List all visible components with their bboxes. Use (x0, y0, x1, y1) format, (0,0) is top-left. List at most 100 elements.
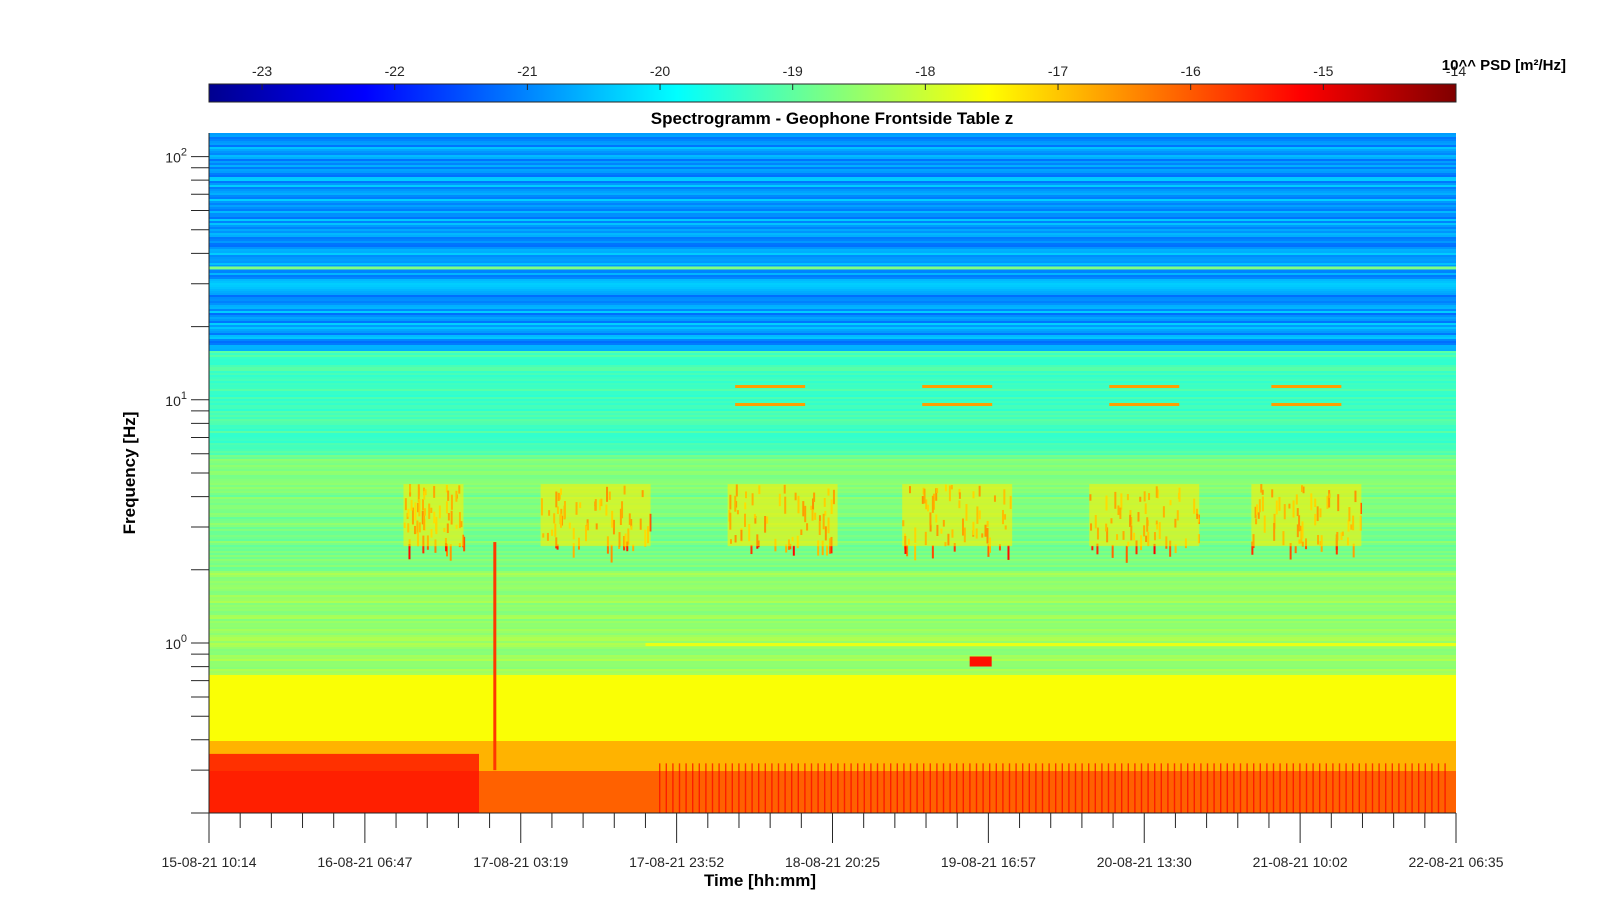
spectrogram-row (209, 277, 1456, 280)
activity-burst (785, 544, 788, 553)
activity-burst (408, 544, 411, 560)
spectrogram-row (209, 237, 1456, 240)
spectrogram-row (209, 793, 1456, 796)
spectrogram-row (209, 553, 1456, 556)
spectrogram-row (209, 133, 1456, 136)
activity-striation (1048, 763, 1050, 813)
activity-striation (949, 763, 951, 813)
spectrogram-row (209, 261, 1456, 264)
spectrogram-row (209, 565, 1456, 568)
spectrogram-row (209, 189, 1456, 192)
spectrogram-row (209, 791, 1456, 794)
spectrogram-row (209, 719, 1456, 722)
spectrogram-row (209, 477, 1456, 480)
activity-striation (1358, 763, 1360, 813)
spectrogram-row (209, 747, 1456, 750)
spectrogram-row (209, 365, 1456, 368)
spectrogram-row (209, 801, 1456, 804)
spectrogram-row (209, 753, 479, 813)
spectrogram-row (209, 699, 1456, 702)
colorbar-label: 10^^ PSD [m²/Hz] (1442, 57, 1566, 74)
spectrogram-row (209, 259, 1456, 262)
activity-striation (791, 763, 793, 813)
activity-striation (995, 763, 997, 813)
spectrogram-row (209, 733, 1456, 736)
spectrogram-row (209, 195, 1456, 198)
spectrogram-row (209, 729, 1456, 732)
spectrogram-row (209, 609, 1456, 612)
spectrogram-row (209, 751, 1456, 754)
spectrogram-row (209, 739, 1456, 742)
activity-burst (449, 544, 452, 561)
spectrogram-row (209, 363, 1456, 366)
activity-striation (1055, 763, 1057, 813)
colorbar-tick-label: -21 (517, 63, 537, 79)
spectrogram-row (209, 601, 1456, 604)
spectrogram-row (209, 247, 1456, 250)
activity-burst (572, 543, 575, 558)
spectrogram-row (209, 205, 1456, 208)
activity-burst (792, 545, 795, 556)
spectrogram-row (209, 283, 1456, 286)
activity-burst (1169, 540, 1172, 557)
spectrogram-row (209, 583, 1456, 586)
x-tick-label: 17-08-21 23:52 (629, 854, 724, 870)
activity-striation (1259, 763, 1261, 813)
activity-striation (692, 763, 694, 813)
spectrogram-row (209, 669, 1456, 672)
spectrogram-row (209, 667, 1456, 670)
spectrogram-row (209, 709, 1456, 712)
spectrogram-row (209, 633, 1456, 636)
spectrogram-row (209, 741, 1456, 744)
colorbar-tick-label: -23 (252, 63, 272, 79)
spectrogram-row (209, 159, 1456, 162)
activity-striation (982, 763, 984, 813)
spectrogram-row (209, 241, 1456, 244)
spectrogram-row (209, 803, 1456, 806)
spectrogram-row (209, 463, 1456, 466)
activity-burst (817, 540, 820, 556)
spectrogram-row (209, 265, 1456, 268)
spectrogram-row (209, 301, 1456, 304)
activity-burst (821, 540, 824, 556)
activity-burst (1289, 543, 1292, 560)
spectrogram-row (209, 429, 1456, 432)
spectrogram-row (209, 411, 1456, 414)
activity-striation (744, 763, 747, 813)
activity-burst (1251, 541, 1254, 555)
activity-striation (1226, 763, 1228, 813)
activity-striation (876, 763, 879, 813)
spectrogram-row (209, 323, 1456, 326)
spectrogram-row (209, 341, 1456, 344)
spectrogram-row (209, 587, 1456, 590)
spectrogram-row (209, 639, 1456, 642)
spectrogram-row (209, 375, 1456, 378)
spectrogram-row (209, 447, 1456, 450)
spectrogram-row (209, 775, 1456, 778)
spectrogram-row (209, 217, 1456, 220)
spectrogram-row (209, 433, 1456, 436)
activity-striation (1088, 763, 1090, 813)
spectrogram-row (209, 357, 1456, 360)
spectrogram-row (209, 755, 1456, 758)
activity-striation (863, 763, 865, 813)
spectrogram-row (209, 677, 1456, 680)
spectrogram-row (209, 209, 1456, 212)
activity-striation (685, 763, 687, 813)
activity-striation (1418, 763, 1420, 813)
activity-striation (1299, 763, 1301, 813)
activity-burst (610, 544, 613, 563)
spectrogram-row (209, 759, 1456, 762)
spectrogram-row (209, 255, 1456, 258)
spectrogram-row (209, 227, 1456, 230)
activity-striation (1028, 763, 1030, 813)
activity-burst (1111, 544, 1114, 558)
spectrogram-row (209, 613, 1456, 616)
activity-striation (1068, 763, 1070, 813)
spectrogram-row (209, 547, 1456, 550)
spectrogram-row (209, 549, 1456, 552)
spectrogram-row (209, 395, 1456, 398)
activity-striation (1180, 763, 1182, 813)
activity-striation (784, 763, 786, 813)
activity-striation (659, 763, 661, 813)
